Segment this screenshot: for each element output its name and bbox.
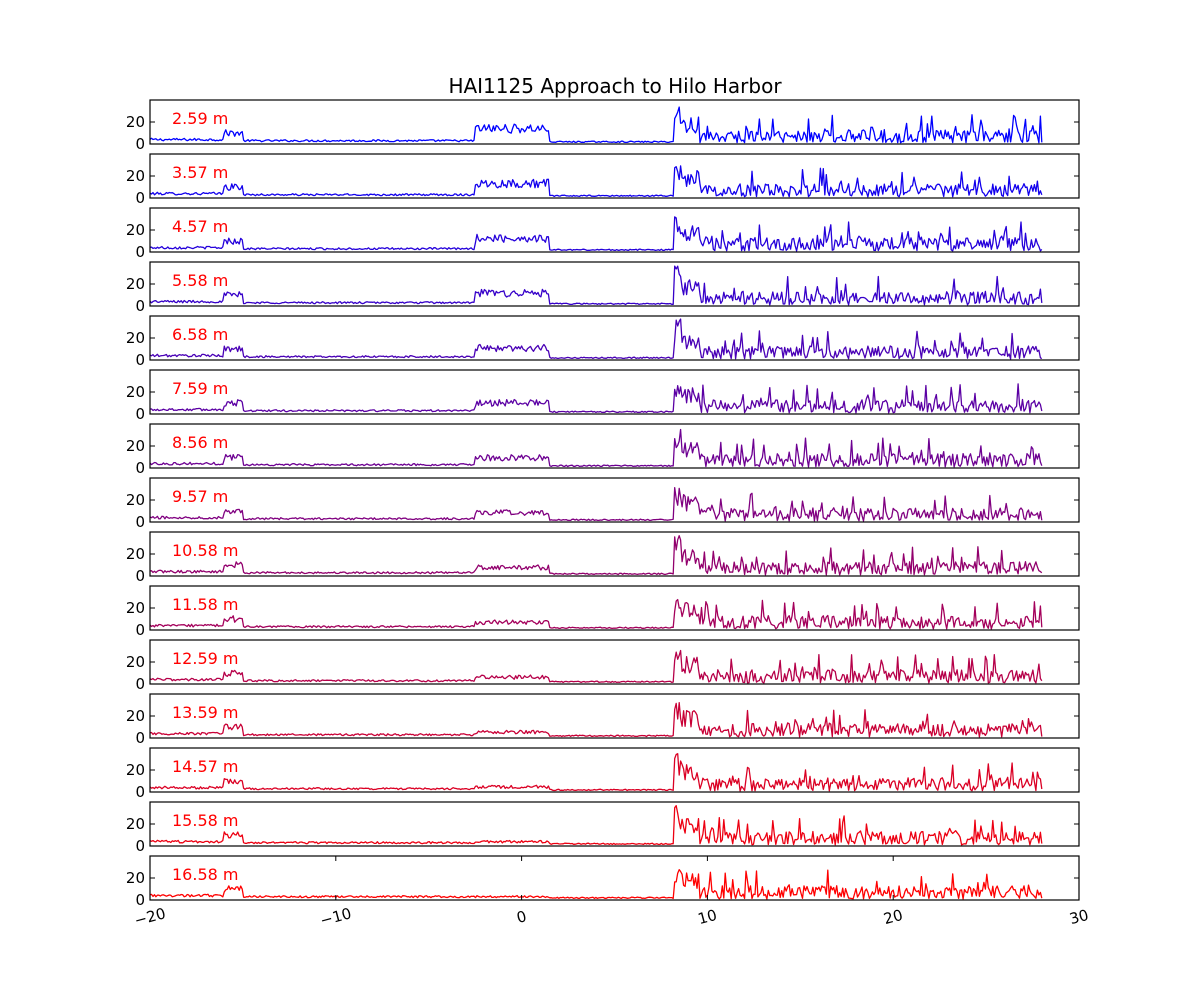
panel-11: 0 20 12.59 m (126, 639, 1080, 693)
depth-label: 8.56 m (172, 433, 228, 452)
series-line-5 (149, 318, 1043, 360)
y-tick-label: 0 (135, 243, 145, 261)
panel-frame (149, 99, 1080, 145)
series-line-7 (149, 428, 1043, 468)
chart-title: HAI1125 Approach to Hilo Harbor (448, 74, 782, 98)
panel-7: 0 20 8.56 m (126, 423, 1080, 477)
panel-frame (149, 315, 1080, 361)
panel-frame (149, 747, 1080, 793)
y-tick-label: 20 (126, 491, 145, 509)
panel-2: 0 20 3.57 m (126, 153, 1080, 207)
panel-frame (149, 531, 1080, 577)
y-tick-label: 20 (126, 221, 145, 239)
depth-label: 7.59 m (172, 379, 228, 398)
depth-label: 13.59 m (172, 703, 238, 722)
panel-frame (149, 477, 1080, 523)
panel-frame (149, 585, 1080, 631)
panel-frame (149, 261, 1080, 307)
series-line-10 (149, 598, 1043, 630)
depth-label: 4.57 m (172, 217, 228, 236)
y-tick-label: 0 (135, 513, 145, 531)
y-tick-label: 0 (135, 297, 145, 315)
series-line-13 (149, 753, 1043, 792)
y-tick-label: 20 (126, 113, 145, 131)
depth-label: 15.58 m (172, 811, 238, 830)
y-tick-label: 20 (126, 653, 145, 671)
series-line-8 (149, 487, 1043, 522)
y-tick-label: 20 (126, 707, 145, 725)
panel-frame (149, 693, 1080, 739)
panel-5: 0 20 6.58 m (126, 315, 1080, 369)
y-tick-label: 0 (135, 891, 145, 909)
y-tick-label: 20 (126, 383, 145, 401)
panel-15: 0 20 16.58 m (126, 855, 1080, 909)
panel-frame (149, 207, 1080, 253)
panel-3: 0 20 4.57 m (126, 207, 1080, 261)
y-tick-label: 0 (135, 675, 145, 693)
panel-frame (149, 153, 1080, 199)
panel-10: 0 20 11.58 m (126, 585, 1080, 639)
y-tick-label: 0 (135, 783, 145, 801)
y-tick-label: 0 (135, 405, 145, 423)
y-tick-label: 20 (126, 275, 145, 293)
depth-label: 14.57 m (172, 757, 238, 776)
y-tick-label: 20 (126, 869, 145, 887)
depth-label: 5.58 m (172, 271, 228, 290)
panels-group: 0 20 2.59 m 0 20 3.57 m 0 20 4.57 m 0 20 5.58 m 0 20 6… (126, 99, 1080, 909)
series-line-11 (149, 649, 1043, 684)
y-tick-label: 0 (135, 351, 145, 369)
panel-9: 0 20 10.58 m (126, 531, 1080, 585)
y-tick-label: 0 (135, 621, 145, 639)
series-line-6 (149, 383, 1043, 414)
y-tick-label: 0 (135, 837, 145, 855)
depth-label: 3.57 m (172, 163, 228, 182)
depth-label: 16.58 m (172, 865, 238, 884)
panel-4: 0 20 5.58 m (126, 261, 1080, 315)
panel-frame (149, 801, 1080, 847)
series-line-2 (149, 165, 1043, 198)
depth-label: 2.59 m (172, 109, 228, 128)
y-tick-label: 20 (126, 599, 145, 617)
panel-13: 0 20 14.57 m (126, 747, 1080, 801)
y-tick-label: 0 (135, 189, 145, 207)
series-line-1 (149, 106, 1043, 144)
series-line-12 (149, 702, 1043, 738)
y-tick-label: 20 (126, 545, 145, 563)
depth-label: 12.59 m (172, 649, 238, 668)
x-tick-label: 30 (1067, 906, 1090, 928)
depth-label: 10.58 m (172, 541, 238, 560)
series-line-15 (149, 869, 1043, 900)
x-tick-label: −10 (318, 904, 353, 930)
y-tick-label: 20 (126, 329, 145, 347)
y-tick-label: 20 (126, 815, 145, 833)
depth-label: 11.58 m (172, 595, 238, 614)
x-tick-label: 10 (696, 906, 719, 928)
x-tick-label: 0 (515, 907, 529, 927)
y-tick-label: 0 (135, 729, 145, 747)
series-line-9 (149, 535, 1043, 576)
y-tick-label: 0 (135, 135, 145, 153)
y-tick-label: 20 (126, 761, 145, 779)
y-tick-label: 0 (135, 459, 145, 477)
series-line-3 (149, 216, 1043, 252)
panel-8: 0 20 9.57 m (126, 477, 1080, 531)
panel-1: 0 20 2.59 m (126, 99, 1080, 153)
series-line-14 (149, 805, 1043, 846)
panel-14: 0 20 15.58 m (126, 801, 1080, 855)
depth-label: 9.57 m (172, 487, 228, 506)
y-tick-label: 20 (126, 167, 145, 185)
depth-label: 6.58 m (172, 325, 228, 344)
x-axis: −20 −10 0 10 20 30 (132, 856, 1091, 930)
panel-6: 0 20 7.59 m (126, 369, 1080, 423)
x-tick-label: 20 (882, 906, 905, 928)
y-tick-label: 0 (135, 567, 145, 585)
panel-12: 0 20 13.59 m (126, 693, 1080, 747)
series-line-4 (149, 265, 1043, 306)
y-tick-label: 20 (126, 437, 145, 455)
